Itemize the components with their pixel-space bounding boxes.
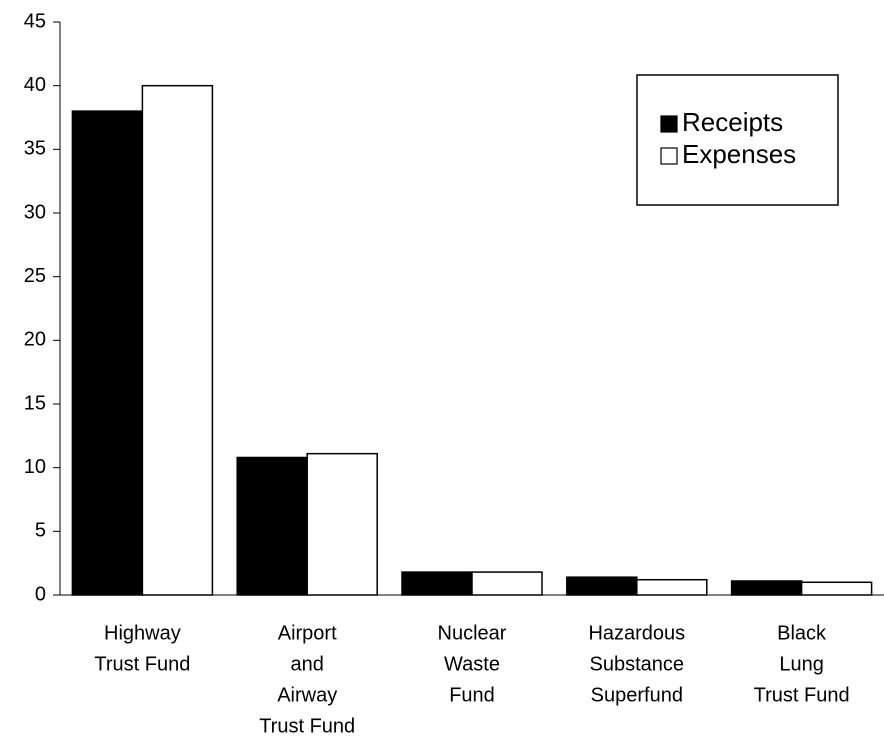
x-tick-label: Trust Fund <box>754 684 850 706</box>
legend-swatch <box>660 147 678 165</box>
x-tick-label: and <box>291 653 324 675</box>
bar <box>71 110 144 596</box>
y-tick-label: 10 <box>24 456 46 478</box>
x-tick-label: Black <box>777 622 827 644</box>
legend-label: Expenses <box>682 139 796 169</box>
x-tick-label: Highway <box>104 622 181 644</box>
legend-box <box>636 74 839 206</box>
bar <box>566 576 638 596</box>
x-tick-label: Waste <box>444 653 500 675</box>
x-tick-label: Superfund <box>591 684 683 706</box>
bar <box>401 571 473 596</box>
y-tick-label: 40 <box>24 74 46 96</box>
legend-label: Receipts <box>682 107 783 137</box>
x-tick-label: Airport <box>278 622 337 644</box>
bar <box>236 456 308 596</box>
y-tick-label: 30 <box>24 201 46 223</box>
y-tick-label: 5 <box>35 520 46 542</box>
y-tick-label: 25 <box>24 265 46 287</box>
y-tick-label: 35 <box>24 138 46 160</box>
x-tick-label: Substance <box>590 653 685 675</box>
bar <box>730 580 803 596</box>
x-tick-label: Hazardous <box>588 622 685 644</box>
x-tick-label: Fund <box>449 684 495 706</box>
y-tick-label: 45 <box>24 10 46 32</box>
bar <box>471 571 543 596</box>
bar <box>800 581 873 596</box>
y-tick-label: 20 <box>24 329 46 351</box>
bar <box>306 452 378 596</box>
legend-swatch <box>660 115 678 133</box>
y-tick-label: 15 <box>24 392 46 414</box>
y-tick-label: 0 <box>35 583 46 605</box>
x-tick-label: Trust Fund <box>94 653 190 675</box>
x-tick-label: Trust Fund <box>259 715 355 737</box>
bar <box>636 578 708 596</box>
bar <box>141 84 214 596</box>
x-tick-label: Nuclear <box>438 622 507 644</box>
x-tick-label: Lung <box>779 653 824 675</box>
x-tick-label: Airway <box>277 684 337 706</box>
